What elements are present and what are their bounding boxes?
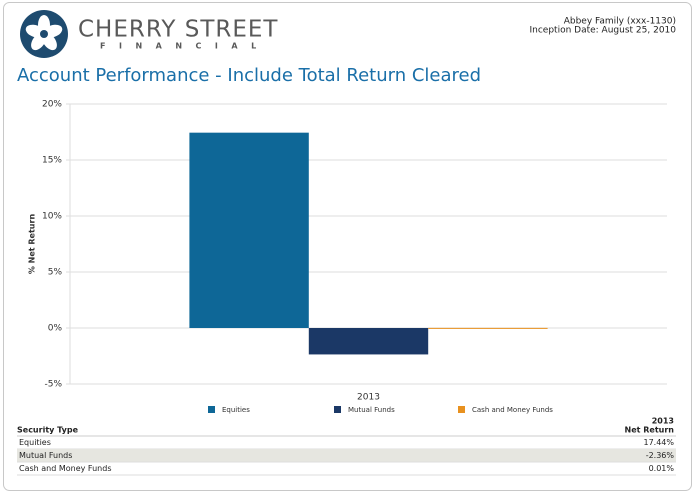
y-tick-label: 20% [42,100,62,110]
bar [189,132,309,328]
table-header: Net Return [625,426,675,435]
legend-label: Cash and Money Funds [472,406,553,414]
y-tick-label: -5% [44,380,62,390]
chart-title: Account Performance - Include Total Retu… [17,65,481,86]
y-axis-label: % Net Return [28,214,37,275]
brand: CHERRY STREET [78,17,278,43]
y-tick-label: 5% [48,268,63,278]
legend-swatch [208,406,215,413]
bar [308,328,429,355]
table-header: Security Type [17,426,79,435]
cell: Mutual Funds [19,451,72,460]
brand-sub: FINANCIAL [100,42,270,51]
cell: -2.36% [646,451,675,460]
cell: Cash and Money Funds [19,464,111,473]
inception: Inception Date: August 25, 2010 [530,26,677,36]
bar [428,327,548,329]
y-tick-label: 15% [42,156,62,166]
legend-label: Mutual Funds [348,406,395,414]
row-shade [17,449,676,462]
y-tick-label: 0% [48,324,63,334]
logo [20,10,68,58]
frame [3,2,692,491]
legend-swatch [334,406,341,413]
cell: 0.01% [649,464,675,473]
x-tick-label: 2013 [357,393,380,403]
table-header: 2013 [652,417,674,426]
cell: Equities [19,438,51,447]
legend-swatch [458,406,465,413]
cell: 17.44% [643,438,674,447]
legend-label: Equities [222,406,250,414]
y-tick-label: 10% [42,212,62,222]
account: Abbey Family (xxx-1130) [564,17,676,27]
